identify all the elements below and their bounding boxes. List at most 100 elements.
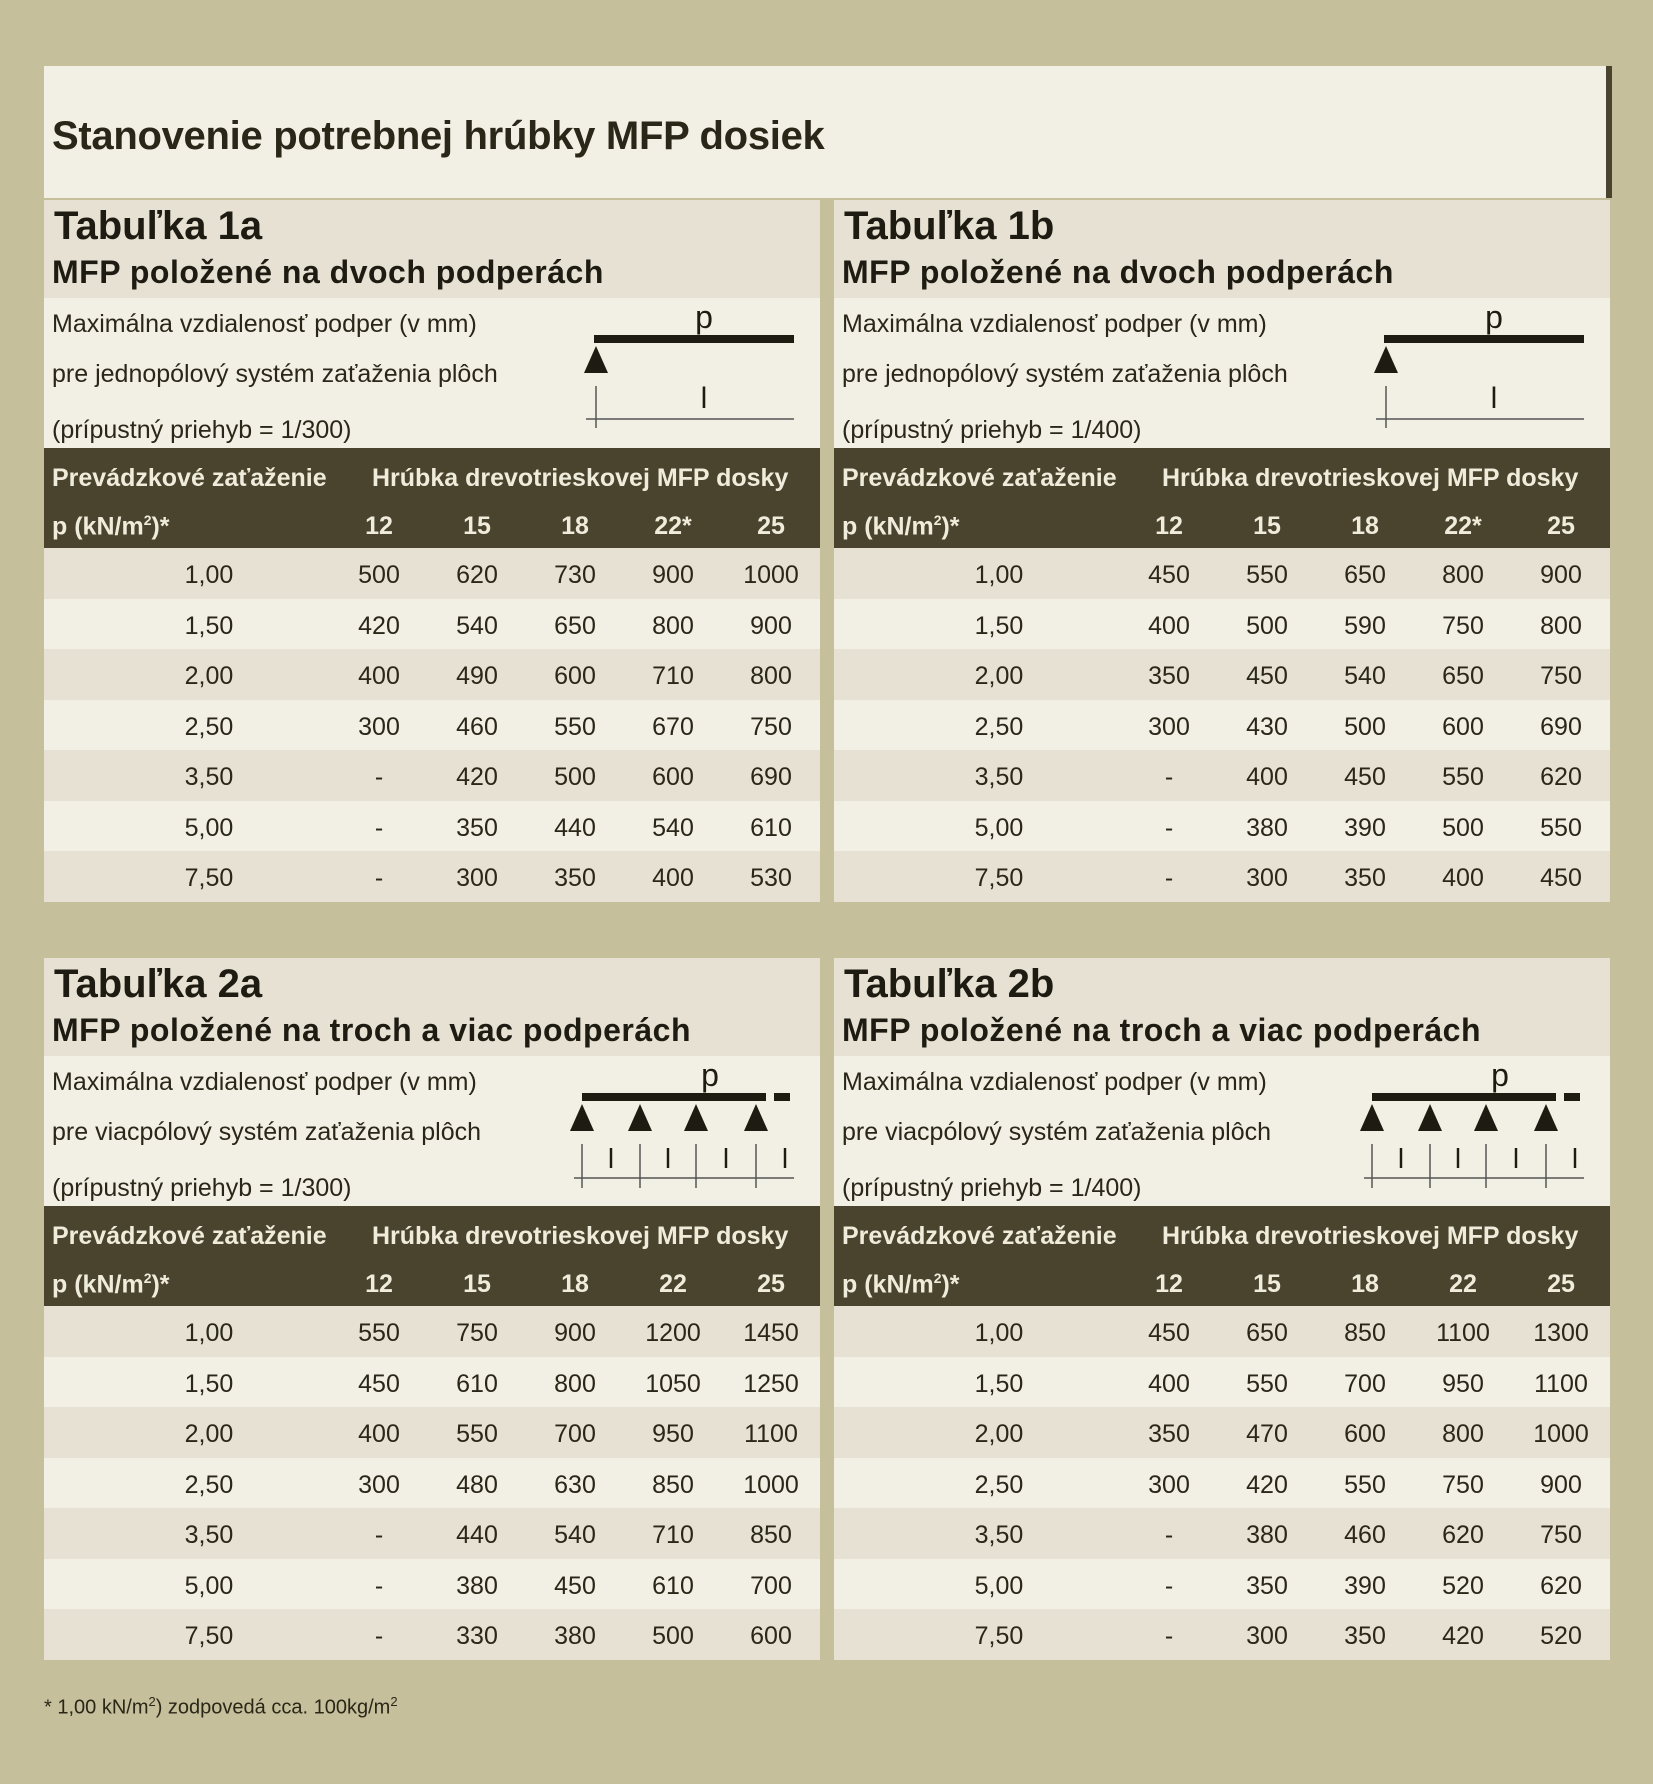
table-cell: 550 bbox=[358, 1319, 400, 1347]
load-value: 7,50 bbox=[974, 1622, 1024, 1650]
table-body: 1,00 550 750 900 1200 1450 1,50 450 610 800 105… bbox=[44, 1306, 820, 1660]
unit-sup: 2 bbox=[933, 512, 942, 528]
table-cell: 450 bbox=[554, 1571, 596, 1600]
table-cell: 850 bbox=[750, 1521, 792, 1549]
table-cell: 440 bbox=[554, 813, 596, 842]
thickness-column-header: 18 bbox=[561, 512, 589, 540]
table-description: Maximálna vzdialenosť podper (v mm) pre … bbox=[44, 298, 820, 448]
thickness-column-header: 25 bbox=[1547, 512, 1575, 540]
table-header: Prevádzkové zaťaženie Hrúbka drevotriesk… bbox=[834, 1206, 1610, 1306]
load-label: p bbox=[1485, 299, 1503, 335]
table-cell: 400 bbox=[652, 864, 694, 892]
table-row: 1,50 400 550 700 950 1100 bbox=[834, 1356, 1610, 1407]
table-cell: 620 bbox=[1442, 1521, 1484, 1549]
load-value: 2,50 bbox=[974, 1470, 1024, 1499]
table-cell: 400 bbox=[1442, 864, 1484, 892]
table-cell: 490 bbox=[456, 662, 498, 690]
table-cell: 300 bbox=[1148, 1470, 1190, 1499]
table-cell: 500 bbox=[358, 561, 400, 589]
table-cell: 950 bbox=[652, 1420, 694, 1448]
table-row: 1,00 500 620 730 900 1000 bbox=[44, 548, 820, 599]
table-panel-1b: Tabuľka 1b MFP položené na dvoch podperá… bbox=[834, 200, 1610, 902]
table-cell: 1450 bbox=[743, 1319, 799, 1347]
table-cell: 1000 bbox=[743, 561, 799, 589]
table-cell: 650 bbox=[1344, 561, 1386, 589]
description-line: pre jednopólový systém zaťaženia plôch bbox=[842, 360, 1288, 388]
table-cell: - bbox=[374, 864, 384, 892]
thickness-header: Hrúbka drevotrieskovej MFP dosky bbox=[1162, 1222, 1579, 1250]
description-line: Maximálna vzdialenosť podper (v mm) bbox=[842, 310, 1267, 338]
span-label: l bbox=[1491, 382, 1498, 415]
table-header: Prevádzkové zaťaženie Hrúbka drevotriesk… bbox=[44, 448, 820, 548]
table-cell: 420 bbox=[1442, 1622, 1484, 1650]
table-cell: - bbox=[1164, 1521, 1174, 1549]
unit-sup: 2 bbox=[143, 512, 152, 528]
table-cell: 540 bbox=[554, 1521, 596, 1549]
table-row: 7,50 - 300 350 400 530 bbox=[44, 851, 820, 902]
table-cell: 690 bbox=[1540, 712, 1582, 741]
table-cell: 670 bbox=[652, 712, 694, 741]
table-cell: 540 bbox=[652, 813, 694, 842]
table-cell: 380 bbox=[554, 1622, 596, 1650]
page-title-bar: Stanovenie potrebnej hrúbky MFP dosiek bbox=[44, 66, 1612, 198]
beam-bar bbox=[594, 335, 794, 343]
table-row: 2,50 300 430 500 600 690 bbox=[834, 699, 1610, 750]
table-cell: 1250 bbox=[743, 1369, 799, 1398]
span-label: l bbox=[1513, 1143, 1519, 1174]
table-cell: 350 bbox=[554, 864, 596, 892]
table-cell: 350 bbox=[1148, 1420, 1190, 1448]
load-value: 7,50 bbox=[974, 864, 1024, 892]
thickness-column-header: 22 bbox=[1449, 1270, 1477, 1298]
table-cell: - bbox=[374, 763, 384, 791]
table-row: 2,00 400 550 700 950 1100 bbox=[44, 1407, 820, 1458]
table-cell: 300 bbox=[1246, 864, 1288, 892]
load-value: 3,50 bbox=[184, 1521, 234, 1549]
table-panel-2b: Tabuľka 2b MFP položené na troch a viac … bbox=[834, 958, 1610, 1660]
table-cell: 550 bbox=[1246, 1369, 1288, 1398]
table-cell: 700 bbox=[554, 1420, 596, 1448]
thickness-column-header: 18 bbox=[561, 1270, 589, 1298]
table-cell: 300 bbox=[358, 1470, 400, 1499]
table-body: 1,00 500 620 730 900 1000 1,50 420 540 650 800 9… bbox=[44, 548, 820, 902]
table-cell: 1100 bbox=[744, 1420, 798, 1448]
table-cell: 600 bbox=[750, 1622, 792, 1650]
table-subtitle-bar: MFP položené na dvoch podperách bbox=[834, 250, 1610, 298]
table-cell: 600 bbox=[554, 662, 596, 690]
table-cell: 630 bbox=[554, 1470, 596, 1499]
table-cell: 700 bbox=[1344, 1369, 1386, 1398]
span-label: l bbox=[782, 1143, 788, 1174]
table-subtitle: MFP položené na troch a viac podperách bbox=[52, 1012, 691, 1048]
table-row: 3,50 - 440 540 710 850 bbox=[44, 1508, 820, 1559]
footnote-sup-2: 2 bbox=[390, 1694, 398, 1709]
table-row: 1,50 400 500 590 750 800 bbox=[834, 598, 1610, 649]
table-cell: 650 bbox=[554, 611, 596, 640]
table-cell: 1000 bbox=[1533, 1420, 1589, 1448]
table-cell: 400 bbox=[1148, 611, 1190, 640]
table-cell: 600 bbox=[1344, 1420, 1386, 1448]
table-cell: 700 bbox=[750, 1571, 792, 1600]
load-value: 1,50 bbox=[184, 1369, 234, 1398]
thickness-header: Hrúbka drevotrieskovej MFP dosky bbox=[1162, 464, 1579, 492]
table-row: 1,00 450 550 650 800 900 bbox=[834, 548, 1610, 599]
table-cell: 350 bbox=[456, 813, 498, 842]
table-cell: - bbox=[374, 1571, 384, 1600]
table-cell: 750 bbox=[1442, 1470, 1484, 1499]
table-cell: - bbox=[374, 813, 384, 842]
load-value: 3,50 bbox=[184, 763, 234, 791]
table-row: 7,50 - 300 350 400 450 bbox=[834, 851, 1610, 902]
table-cell: 530 bbox=[750, 864, 792, 892]
table-cell: 420 bbox=[358, 611, 400, 640]
load-value: 7,50 bbox=[184, 864, 234, 892]
load-value: 5,00 bbox=[184, 1571, 234, 1600]
table-cell: 350 bbox=[1344, 1622, 1386, 1650]
table-title-bar: Tabuľka 2a bbox=[44, 958, 820, 1008]
table-cell: 550 bbox=[1442, 763, 1484, 791]
thickness-column-header: 12 bbox=[1155, 512, 1183, 540]
thickness-column-header: 15 bbox=[1253, 512, 1281, 540]
table-cell: 750 bbox=[1442, 611, 1484, 640]
table-cell: 1200 bbox=[645, 1319, 701, 1347]
table-cell: 450 bbox=[1148, 1319, 1190, 1347]
table-row: 3,50 - 400 450 550 620 bbox=[834, 750, 1610, 801]
table-cell: 500 bbox=[1442, 813, 1484, 842]
table-row: 5,00 - 380 390 500 550 bbox=[834, 800, 1610, 851]
